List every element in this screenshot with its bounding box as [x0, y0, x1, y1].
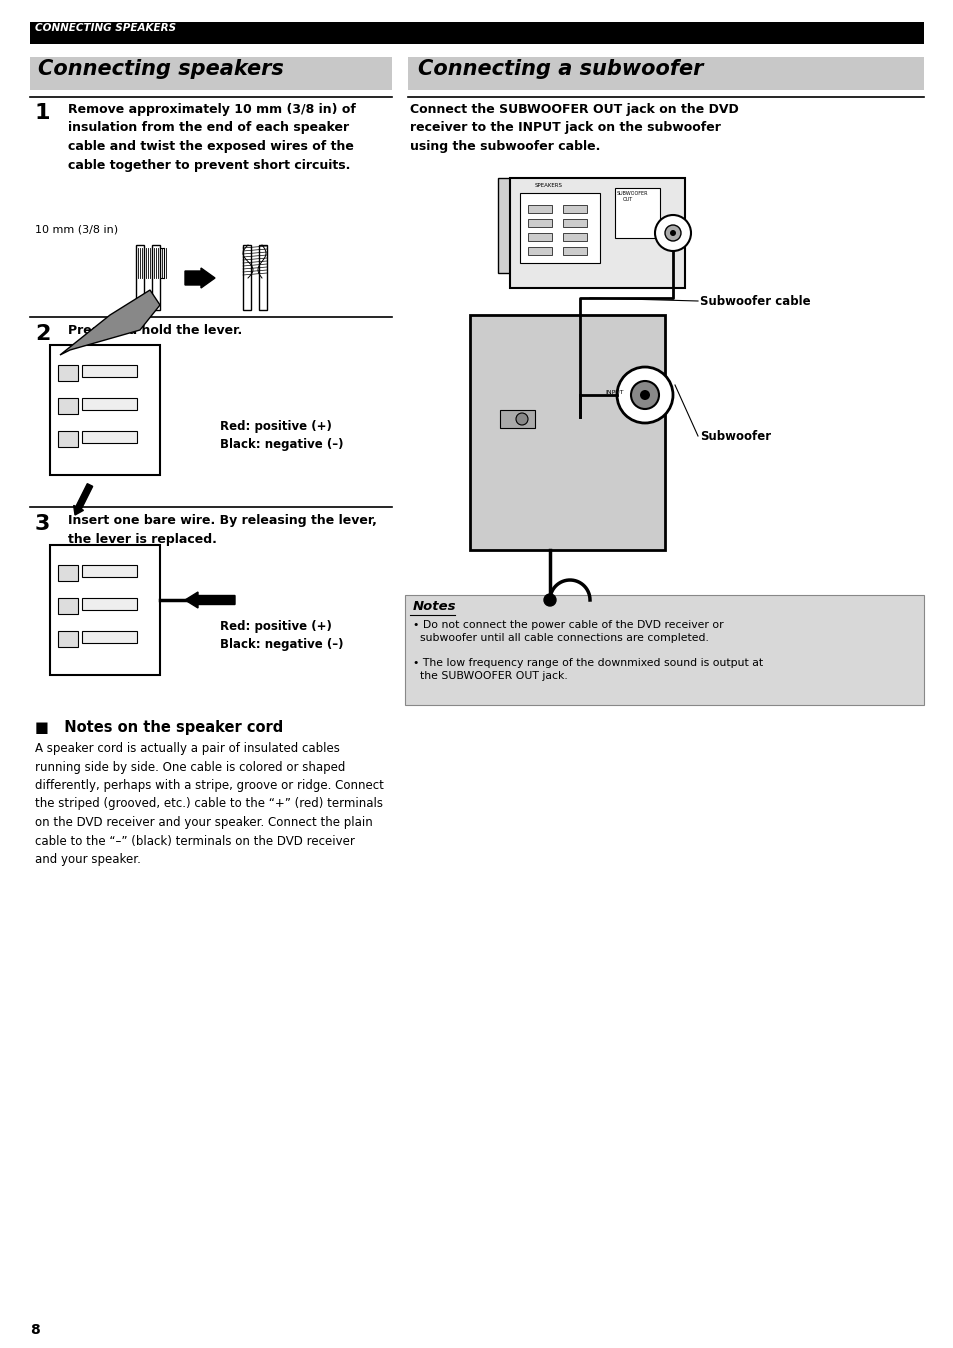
Circle shape — [669, 231, 676, 236]
Text: Connecting a subwoofer: Connecting a subwoofer — [417, 59, 702, 80]
Bar — [470, 315, 664, 550]
FancyArrow shape — [185, 592, 234, 608]
Bar — [58, 398, 78, 414]
Circle shape — [639, 390, 649, 400]
Text: SPEAKERS: SPEAKERS — [535, 183, 562, 187]
Text: Red: positive (+)
Black: negative (–): Red: positive (+) Black: negative (–) — [220, 620, 343, 651]
Text: A speaker cord is actually a pair of insulated cables
running side by side. One : A speaker cord is actually a pair of ins… — [35, 741, 383, 865]
Text: OUT: OUT — [622, 197, 633, 202]
Bar — [82, 565, 137, 577]
Text: Press and hold the lever.: Press and hold the lever. — [68, 324, 242, 337]
Text: SUBWOOFER: SUBWOOFER — [617, 191, 648, 195]
Text: CONNECTING SPEAKERS: CONNECTING SPEAKERS — [35, 23, 176, 32]
Bar — [152, 245, 160, 310]
Bar — [497, 178, 510, 274]
Text: 8: 8 — [30, 1322, 40, 1337]
Text: 1: 1 — [35, 102, 51, 123]
Circle shape — [664, 225, 680, 241]
Bar — [527, 205, 552, 213]
Bar — [499, 410, 535, 429]
Bar — [58, 431, 78, 448]
Bar — [30, 22, 923, 44]
Bar — [58, 631, 78, 647]
Bar — [243, 245, 251, 310]
Circle shape — [630, 381, 659, 408]
Circle shape — [516, 412, 527, 425]
Bar — [562, 218, 586, 226]
Bar — [527, 247, 552, 255]
Circle shape — [617, 367, 672, 423]
Bar — [58, 365, 78, 381]
Text: Connecting speakers: Connecting speakers — [38, 59, 283, 80]
Bar — [527, 218, 552, 226]
Bar — [50, 345, 160, 474]
Text: Subwoofer: Subwoofer — [700, 430, 770, 443]
Text: • The low frequency range of the downmixed sound is output at
  the SUBWOOFER OU: • The low frequency range of the downmix… — [413, 658, 762, 681]
Text: Notes: Notes — [413, 600, 456, 613]
Bar — [562, 233, 586, 241]
Bar — [58, 599, 78, 613]
Bar — [258, 245, 267, 310]
Bar — [58, 565, 78, 581]
Bar — [136, 245, 144, 310]
Text: Connect the SUBWOOFER OUT jack on the DVD
receiver to the INPUT jack on the subw: Connect the SUBWOOFER OUT jack on the DV… — [410, 102, 738, 154]
Bar — [562, 205, 586, 213]
FancyArrow shape — [185, 268, 214, 288]
Text: ■   Notes on the speaker cord: ■ Notes on the speaker cord — [35, 720, 283, 735]
Bar — [82, 599, 137, 611]
Text: Red: positive (+)
Black: negative (–): Red: positive (+) Black: negative (–) — [220, 421, 343, 452]
Text: 3: 3 — [35, 514, 51, 534]
Text: Subwoofer cable: Subwoofer cable — [700, 295, 810, 307]
Bar — [562, 247, 586, 255]
Text: 10 mm (3/8 in): 10 mm (3/8 in) — [35, 225, 118, 235]
Bar — [405, 594, 923, 705]
Text: 2: 2 — [35, 324, 51, 344]
Bar — [519, 193, 599, 263]
Polygon shape — [60, 290, 160, 355]
Bar — [527, 233, 552, 241]
Bar — [50, 545, 160, 675]
Text: • Do not connect the power cable of the DVD receiver or
  subwoofer until all ca: • Do not connect the power cable of the … — [413, 620, 723, 643]
Text: Insert one bare wire. By releasing the lever,
the lever is replaced.: Insert one bare wire. By releasing the l… — [68, 514, 376, 546]
Text: INPUT: INPUT — [604, 390, 623, 395]
Bar — [82, 631, 137, 643]
Bar — [82, 398, 137, 410]
Text: Remove approximately 10 mm (3/8 in) of
insulation from the end of each speaker
c: Remove approximately 10 mm (3/8 in) of i… — [68, 102, 355, 171]
FancyArrow shape — [73, 484, 92, 515]
Bar — [615, 187, 659, 239]
Bar — [82, 365, 137, 377]
Bar — [510, 178, 684, 288]
Circle shape — [543, 594, 556, 607]
Bar — [82, 431, 137, 443]
Bar — [30, 57, 392, 90]
Circle shape — [655, 214, 690, 251]
Bar — [408, 57, 923, 90]
